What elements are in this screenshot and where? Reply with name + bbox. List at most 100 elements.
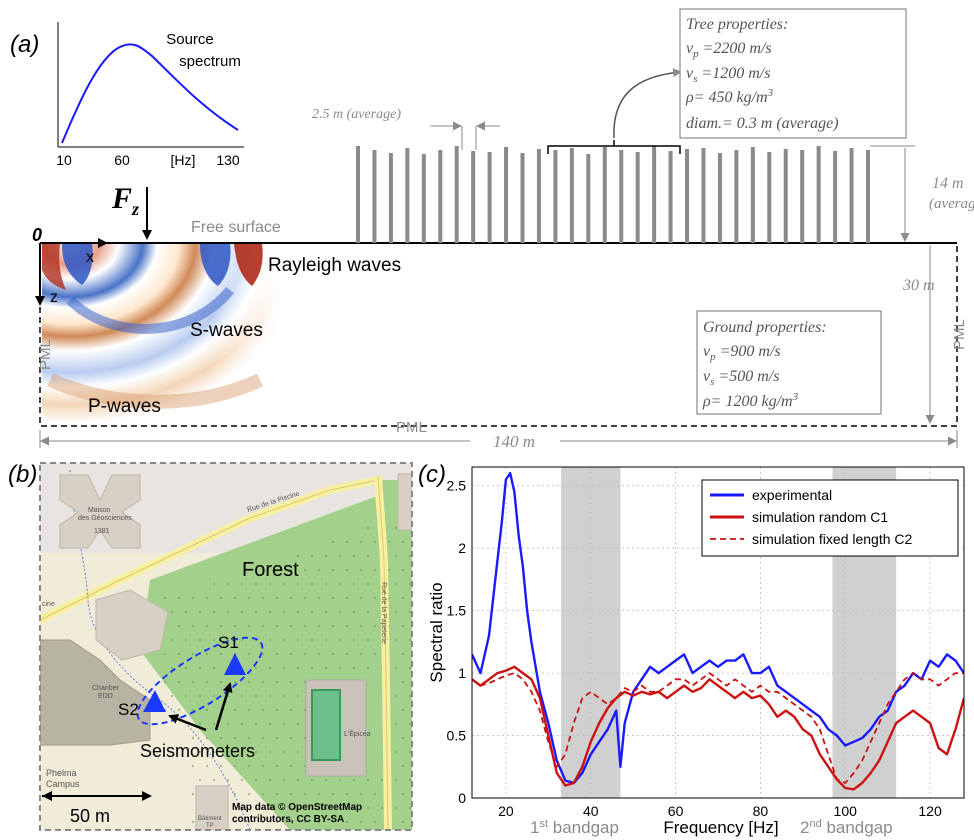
map-maison-3: 1381: [94, 528, 110, 535]
forest-dot: [283, 639, 285, 641]
forest-dot: [339, 639, 341, 641]
forest-dot: [374, 653, 376, 655]
length-label: 140 m: [493, 432, 535, 451]
forest-dot: [346, 541, 348, 543]
forest-dot: [304, 793, 306, 795]
spectral-plot: 20 40 60 80 100 120 0 0.5 1 1.5 2 2.5 Frequency [Hz]…: [427, 466, 965, 837]
source-spectrum: Source spectrum 10 60 [Hz] 130: [56, 22, 244, 168]
forest-dot: [248, 737, 250, 739]
forest-dot: [269, 807, 271, 809]
forest-dot: [234, 681, 236, 683]
forest-dot: [213, 779, 215, 781]
forest-dot: [234, 793, 236, 795]
tree: [619, 150, 624, 243]
forest-dot: [276, 793, 278, 795]
x-tick-label: 60: [668, 803, 684, 819]
forest-dot: [248, 765, 250, 767]
spectrum-curve: [61, 43, 239, 144]
forest-dot: [220, 765, 222, 767]
footpath: [69, 469, 251, 830]
forest-dot: [241, 639, 243, 641]
forest-dot: [374, 793, 376, 795]
map-rue-papeterie: Rue de la Papeterie: [380, 582, 387, 644]
tree: [388, 153, 393, 243]
x-tick-label: 80: [753, 803, 769, 819]
forest-dot: [213, 583, 215, 585]
tree-properties-box: Tree properties: vp =2200 m/s vs =1200 m…: [679, 8, 907, 139]
forest-dot: [199, 779, 201, 781]
tree: [405, 148, 410, 243]
forest-dot: [269, 667, 271, 669]
forest-label: Forest: [242, 559, 299, 581]
forest-dot: [283, 723, 285, 725]
tree: [783, 149, 788, 243]
y-tick-label: 0: [458, 790, 466, 806]
map-maison-2: des Géosciences: [78, 515, 132, 522]
forest-dot: [241, 807, 243, 809]
forest-dot: [234, 709, 236, 711]
p-wave-band: [47, 373, 263, 409]
tree: [668, 151, 673, 243]
forest-dot: [339, 611, 341, 613]
forest-dot: [395, 639, 397, 641]
tree-height-2: (average): [929, 196, 974, 212]
forest-dot: [276, 569, 278, 571]
pml-right-label: PML: [951, 319, 968, 350]
forest-dot: [241, 779, 243, 781]
ground-properties-frame: [696, 310, 882, 415]
forest-dot: [346, 653, 348, 655]
forest-dot: [290, 821, 292, 823]
forest-dot: [199, 751, 201, 753]
forest-dot: [346, 821, 348, 823]
forest-dot: [234, 625, 236, 627]
forest-dot: [311, 807, 313, 809]
tree: [536, 149, 541, 243]
forest-dot: [395, 527, 397, 529]
forest-dot: [290, 653, 292, 655]
spacing-label: 2.5 m (average): [312, 107, 401, 122]
forest-dot: [213, 639, 215, 641]
pml-left-label: PML: [37, 339, 54, 370]
forest-dot: [206, 709, 208, 711]
forest-dot: [269, 751, 271, 753]
forest-dot: [290, 709, 292, 711]
forest-dot: [304, 597, 306, 599]
ground-props-rho: ρ= 1200 kg/m3: [702, 391, 799, 410]
y-tick-label: 1: [458, 665, 466, 681]
forest-dot: [192, 681, 194, 683]
forest-dot: [395, 807, 397, 809]
forest-dot: [402, 625, 404, 627]
forest-dot: [276, 737, 278, 739]
forest-dot: [395, 751, 397, 753]
tree: [471, 151, 476, 243]
pml-bottom-label: PML: [396, 419, 427, 436]
forest-dot: [269, 611, 271, 613]
forest-dot: [213, 695, 215, 697]
forest-dot: [164, 597, 166, 599]
forest-dot: [367, 611, 369, 613]
forest-dot: [311, 639, 313, 641]
rayleigh-red-left: [42, 244, 66, 290]
scale-label: 50 m: [70, 806, 110, 826]
forest-dot: [262, 737, 264, 739]
tree-bracket: [547, 140, 681, 154]
building-mid: [95, 589, 169, 661]
forest-dot: [311, 611, 313, 613]
forest-dot: [374, 569, 376, 571]
spectrum-title-2: spectrum: [179, 53, 241, 70]
forest-dot: [220, 653, 222, 655]
ground-props-vp: vp =900 m/s: [703, 343, 781, 363]
forest-dot: [297, 555, 299, 557]
forest-dot: [199, 667, 201, 669]
tree: [701, 148, 706, 243]
forest-dot: [304, 709, 306, 711]
forest-dot: [353, 555, 355, 557]
sports-field: [311, 689, 341, 761]
forest-dot: [206, 737, 208, 739]
forest-dot: [262, 793, 264, 795]
forest-dot: [178, 709, 180, 711]
forest-dot: [178, 653, 180, 655]
tree: [356, 146, 360, 243]
forest-dot: [304, 737, 306, 739]
spectrum-title-1: Source: [166, 31, 214, 48]
